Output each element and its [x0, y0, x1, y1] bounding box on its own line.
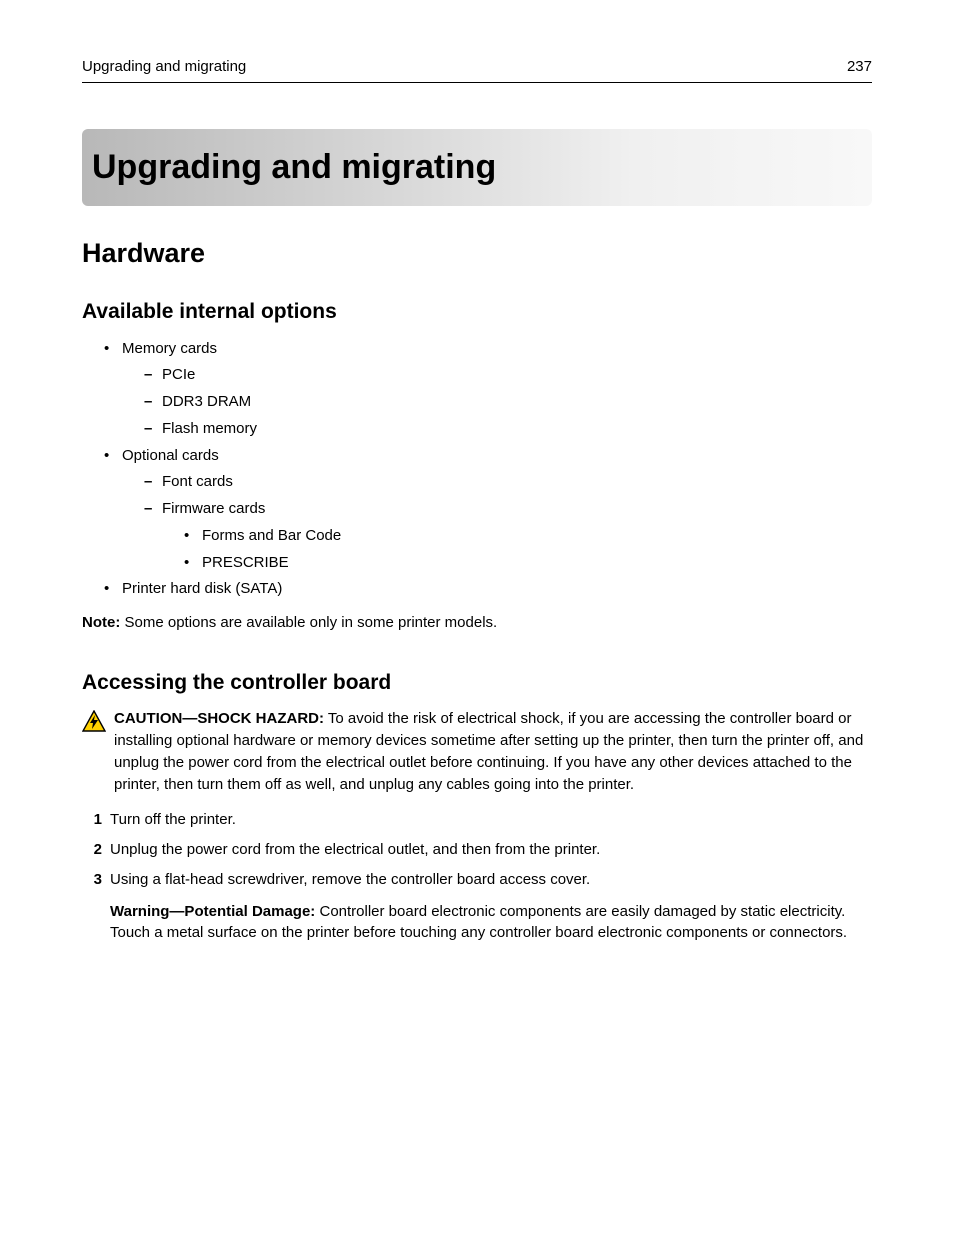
options-list-level2: Font cards Firmware cards Forms and Bar … — [122, 471, 872, 573]
list-item: Optional cards Font cards Firmware cards… — [82, 445, 872, 574]
shock-hazard-icon — [82, 710, 106, 732]
chapter-title: Upgrading and migrating — [82, 129, 872, 206]
step-item: Turn off the printer. — [82, 809, 872, 831]
subsection-title-accessing-controller-board: Accessing the controller board — [82, 668, 872, 698]
caution-block: CAUTION—SHOCK HAZARD: To avoid the risk … — [82, 708, 872, 795]
step-item: Unplug the power cord from the electrica… — [82, 839, 872, 861]
options-list-level1: Memory cards PCIe DDR3 DRAM Flash memory… — [82, 338, 872, 601]
running-header-page-number: 237 — [847, 56, 872, 78]
running-header-left: Upgrading and migrating — [82, 56, 246, 78]
list-item-label: Font cards — [162, 473, 233, 490]
step-text: Using a flat-head screwdriver, remove th… — [110, 871, 590, 888]
section-title-hardware: Hardware — [82, 234, 872, 273]
caution-label: CAUTION—SHOCK HAZARD: — [114, 710, 324, 727]
list-item-label: Forms and Bar Code — [202, 527, 341, 544]
caution-text: CAUTION—SHOCK HAZARD: To avoid the risk … — [114, 708, 872, 795]
list-item: DDR3 DRAM — [122, 391, 872, 413]
options-list-level3: Forms and Bar Code PRESCRIBE — [162, 525, 872, 574]
list-item: PRESCRIBE — [162, 552, 872, 574]
list-item-label: Memory cards — [122, 340, 217, 357]
step-item: Using a flat-head screwdriver, remove th… — [82, 869, 872, 891]
options-list-level2: PCIe DDR3 DRAM Flash memory — [122, 364, 872, 439]
list-item: Firmware cards Forms and Bar Code PRESCR… — [122, 498, 872, 573]
list-item-label: Firmware cards — [162, 500, 265, 517]
warning-label: Warning—Potential Damage: — [110, 903, 315, 920]
list-item-label: PCIe — [162, 366, 195, 383]
warning-block: Warning—Potential Damage: Controller boa… — [82, 901, 872, 945]
list-item-label: PRESCRIBE — [202, 554, 289, 571]
list-item-label: Optional cards — [122, 447, 219, 464]
list-item-label: Printer hard disk (SATA) — [122, 580, 282, 597]
list-item-label: Flash memory — [162, 420, 257, 437]
list-item: Flash memory — [122, 418, 872, 440]
step-text: Turn off the printer. — [110, 811, 236, 828]
document-page: Upgrading and migrating 237 Upgrading an… — [0, 0, 954, 1235]
list-item: Forms and Bar Code — [162, 525, 872, 547]
list-item: Printer hard disk (SATA) — [82, 578, 872, 600]
steps-list: Turn off the printer. Unplug the power c… — [82, 809, 872, 890]
list-item: Memory cards PCIe DDR3 DRAM Flash memory — [82, 338, 872, 440]
subsection-title-available-internal-options: Available internal options — [82, 297, 872, 327]
step-text: Unplug the power cord from the electrica… — [110, 841, 600, 858]
note-label: Note: — [82, 614, 120, 631]
note: Note: Some options are available only in… — [82, 612, 872, 634]
list-item: Font cards — [122, 471, 872, 493]
list-item-label: DDR3 DRAM — [162, 393, 251, 410]
list-item: PCIe — [122, 364, 872, 386]
running-header: Upgrading and migrating 237 — [82, 56, 872, 83]
note-text: Some options are available only in some … — [120, 614, 497, 631]
